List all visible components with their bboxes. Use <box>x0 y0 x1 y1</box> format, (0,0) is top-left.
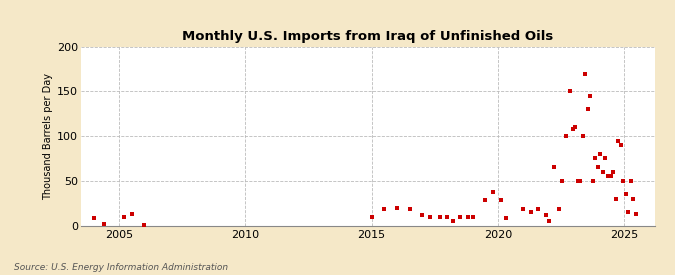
Point <box>595 152 605 156</box>
Point <box>620 192 631 196</box>
Point <box>603 174 614 178</box>
Point <box>404 207 415 212</box>
Point <box>610 196 621 201</box>
Title: Monthly U.S. Imports from Iraq of Unfinished Oils: Monthly U.S. Imports from Iraq of Unfini… <box>182 30 554 43</box>
Point <box>554 207 564 212</box>
Point <box>605 174 616 178</box>
Point <box>126 212 137 216</box>
Point <box>500 216 511 221</box>
Point <box>577 134 588 138</box>
Point <box>139 222 150 227</box>
Point <box>623 210 634 214</box>
Point <box>625 179 636 183</box>
Point <box>613 138 624 143</box>
Point <box>597 170 608 174</box>
Point <box>561 134 572 138</box>
Point <box>580 71 591 76</box>
Point <box>447 219 458 223</box>
Point <box>495 198 506 203</box>
Point <box>119 214 130 219</box>
Point <box>565 89 576 94</box>
Point <box>600 156 611 161</box>
Point <box>392 205 402 210</box>
Point <box>590 156 601 161</box>
Point <box>628 196 639 201</box>
Point <box>367 214 377 219</box>
Point <box>518 207 529 212</box>
Point <box>583 107 593 112</box>
Point <box>570 125 580 130</box>
Point <box>567 127 578 131</box>
Point <box>480 198 491 203</box>
Point <box>585 94 596 98</box>
Point <box>99 222 109 226</box>
Point <box>630 212 641 216</box>
Point <box>575 179 586 183</box>
Point <box>417 213 428 217</box>
Point <box>462 214 473 219</box>
Point <box>543 219 554 223</box>
Point <box>435 214 446 219</box>
Point <box>593 165 603 170</box>
Point <box>487 189 498 194</box>
Point <box>541 213 551 217</box>
Point <box>467 214 478 219</box>
Text: Source: U.S. Energy Information Administration: Source: U.S. Energy Information Administ… <box>14 263 227 272</box>
Point <box>442 214 453 219</box>
Point <box>533 207 544 212</box>
Point <box>425 214 435 219</box>
Point <box>557 179 568 183</box>
Point <box>548 165 559 170</box>
Point <box>572 179 583 183</box>
Point <box>526 210 537 214</box>
Point <box>618 179 628 183</box>
Point <box>587 179 598 183</box>
Point <box>615 143 626 147</box>
Point <box>455 214 466 219</box>
Point <box>88 216 99 221</box>
Point <box>379 207 389 212</box>
Y-axis label: Thousand Barrels per Day: Thousand Barrels per Day <box>43 73 53 200</box>
Point <box>608 170 618 174</box>
